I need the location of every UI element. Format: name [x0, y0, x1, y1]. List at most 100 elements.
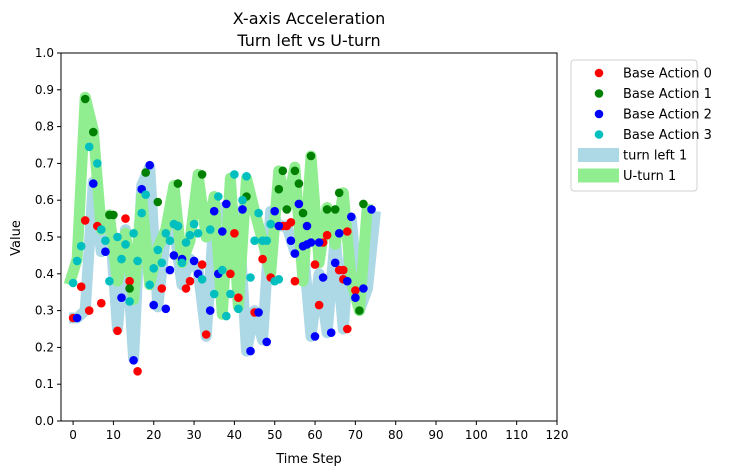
point-s2-22	[254, 308, 263, 317]
point-s3-38	[238, 195, 247, 205]
point-s2-20	[238, 205, 247, 214]
point-s0-19	[258, 254, 267, 264]
point-s3-26	[185, 230, 195, 240]
point-s2-26	[286, 236, 296, 245]
legend-marker	[594, 68, 604, 78]
legend: Base Action 0 Base Action 1 Base Action 2 B…	[570, 59, 712, 192]
point-s3-9	[117, 254, 126, 264]
legend-label: U-turn 1	[623, 169, 676, 184]
point-s0-11	[181, 284, 191, 293]
point-s2-4	[129, 356, 138, 365]
point-s3-0	[68, 278, 78, 288]
point-s3-34	[222, 311, 231, 321]
point-s1-5	[141, 168, 150, 177]
point-s2-1	[89, 179, 98, 188]
point-s2-8	[161, 304, 171, 314]
x-tick-label: 120	[546, 428, 569, 442]
point-s1-12	[282, 205, 292, 214]
point-s0-15	[226, 269, 235, 279]
point-s2-25	[274, 221, 284, 231]
point-s3-11	[125, 297, 134, 306]
point-s0-2	[80, 216, 90, 225]
point-s3-12	[129, 229, 138, 238]
legend-label: Base Action 3	[623, 128, 712, 143]
x-tick-label: 60	[307, 428, 322, 442]
y-tick-label: 0.1	[35, 377, 54, 391]
point-s0-1	[76, 282, 86, 292]
y-axis-label: Value	[9, 220, 24, 256]
y-tick-label: 0.6	[35, 193, 54, 207]
point-s0-5	[97, 298, 106, 308]
point-s3-14	[137, 208, 146, 218]
point-s2-16	[209, 206, 219, 216]
point-s2-33	[310, 332, 320, 341]
point-s1-4	[125, 284, 134, 293]
point-s0-34	[351, 286, 360, 295]
point-s3-28	[193, 229, 203, 238]
point-s2-21	[246, 346, 255, 356]
chart-title: X-axis Acceleration	[233, 9, 386, 28]
point-s3-3	[84, 142, 94, 152]
point-s3-27	[189, 219, 199, 229]
y-tick-label: 0.3	[35, 304, 54, 318]
x-tick-label: 40	[227, 428, 242, 442]
legend-label: Base Action 0	[623, 67, 712, 82]
plot-area	[63, 91, 381, 376]
point-s0-8	[125, 276, 134, 286]
point-s3-5	[97, 225, 106, 234]
axes: 0 10 20 30 40 50 60 70 80 90 100 110 120 0.0 0.1 0.2 0.3…	[35, 46, 569, 442]
point-s2-7	[149, 300, 158, 310]
x-tick-label: 80	[388, 428, 403, 442]
point-s2-32	[306, 238, 316, 247]
point-s0-12	[185, 276, 195, 286]
point-s0-9	[133, 367, 142, 376]
point-s0-23	[286, 218, 296, 227]
point-s1-11	[278, 166, 288, 176]
point-s3-45	[266, 219, 276, 229]
point-s3-24	[177, 258, 187, 268]
point-s2-9	[165, 265, 175, 275]
point-s0-33	[343, 227, 352, 236]
point-s3-20	[161, 229, 171, 238]
point-s1-19	[334, 188, 344, 198]
point-s0-3	[84, 306, 94, 315]
point-s0-26	[314, 300, 324, 310]
point-s2-40	[347, 212, 356, 222]
point-s1-3	[109, 210, 118, 220]
point-s3-15	[141, 190, 150, 199]
point-s3-32	[214, 192, 223, 201]
legend-label: Base Action 1	[623, 87, 712, 102]
x-tick-label: 90	[428, 428, 443, 442]
point-s3-2	[76, 241, 86, 251]
point-s3-30	[205, 225, 215, 234]
point-s1-7	[173, 179, 183, 188]
point-s2-39	[343, 276, 352, 286]
point-s3-25	[181, 238, 191, 247]
point-s3-7	[105, 276, 114, 286]
point-s3-8	[113, 232, 122, 242]
point-s0-16	[230, 229, 239, 238]
point-s2-0	[72, 313, 82, 323]
point-s1-6	[153, 197, 163, 207]
point-s2-34	[314, 238, 324, 247]
point-s1-18	[330, 205, 340, 214]
point-s3-42	[254, 208, 263, 218]
point-s3-29	[197, 275, 207, 284]
point-s1-16	[306, 151, 316, 161]
point-s0-30	[339, 265, 348, 275]
point-s1-15	[298, 208, 308, 218]
point-s2-42	[359, 284, 368, 293]
point-s2-37	[330, 258, 340, 268]
point-s0-17	[234, 293, 243, 303]
point-s3-36	[230, 170, 239, 179]
y-tick-label: 0.7	[35, 156, 54, 170]
legend-marker	[594, 109, 604, 119]
point-s3-21	[165, 236, 175, 245]
point-s1-1	[89, 127, 98, 137]
point-s0-13	[197, 260, 207, 269]
point-s3-40	[246, 273, 255, 282]
point-s3-35	[226, 289, 235, 299]
y-tick-label: 0.4	[35, 267, 54, 281]
x-tick-label: 30	[186, 428, 201, 442]
